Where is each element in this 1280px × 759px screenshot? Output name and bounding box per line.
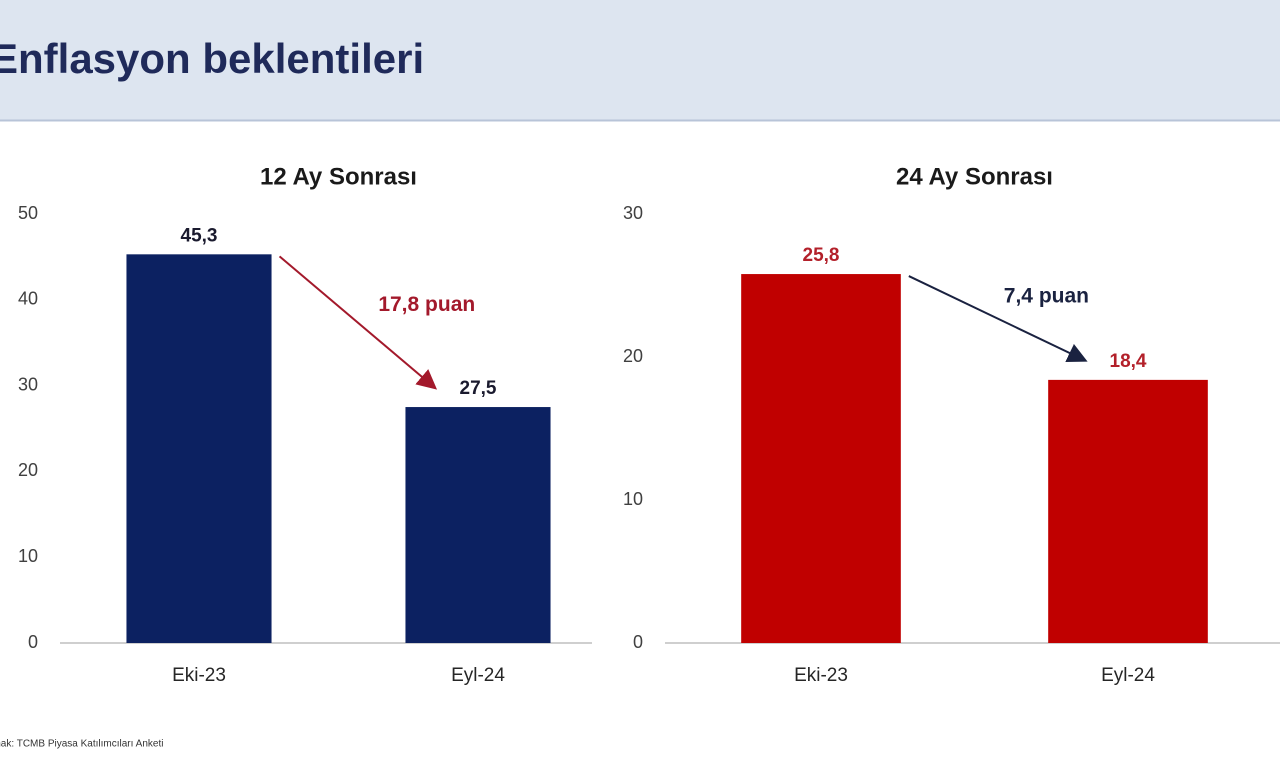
chart-title: 12 Ay Sonrası bbox=[260, 163, 417, 190]
value-label: 25,8 bbox=[803, 245, 840, 266]
y-tick-label: 30 bbox=[18, 374, 38, 394]
y-tick-label: 30 bbox=[623, 203, 643, 223]
y-tick-label: 20 bbox=[623, 346, 643, 366]
source-note: Kaynak: TCMB Piyasa Katılımcıları Anketi bbox=[0, 739, 163, 750]
y-tick-label: 50 bbox=[18, 203, 38, 223]
bar bbox=[126, 254, 272, 644]
chart-title: 24 Ay Sonrası bbox=[896, 163, 1053, 190]
x-tick-label: Eyl-24 bbox=[451, 665, 505, 686]
y-tick-label: 10 bbox=[623, 489, 643, 509]
header-band bbox=[0, 0, 1280, 120]
change-arrow bbox=[908, 275, 1088, 362]
change-annotation: 17,8 puan bbox=[378, 293, 475, 316]
value-label: 27,5 bbox=[460, 378, 497, 399]
y-tick-label: 40 bbox=[18, 289, 38, 309]
x-tick-label: Eki-23 bbox=[172, 665, 226, 686]
value-label: 45,3 bbox=[181, 225, 218, 246]
bar bbox=[1048, 379, 1208, 643]
bar bbox=[405, 407, 551, 643]
change-annotation: 7,4 puan bbox=[1004, 285, 1089, 308]
x-tick-label: Eyl-24 bbox=[1101, 665, 1155, 686]
slide-title: Enflasyon beklentileri bbox=[0, 35, 424, 82]
value-label: 18,4 bbox=[1110, 351, 1147, 372]
change-arrow bbox=[278, 255, 438, 390]
bar bbox=[741, 274, 901, 643]
x-tick-label: Eki-23 bbox=[794, 665, 848, 686]
y-tick-label: 20 bbox=[18, 460, 38, 480]
y-tick-label: 0 bbox=[28, 632, 38, 652]
y-tick-label: 0 bbox=[633, 632, 643, 652]
y-tick-label: 10 bbox=[18, 546, 38, 566]
